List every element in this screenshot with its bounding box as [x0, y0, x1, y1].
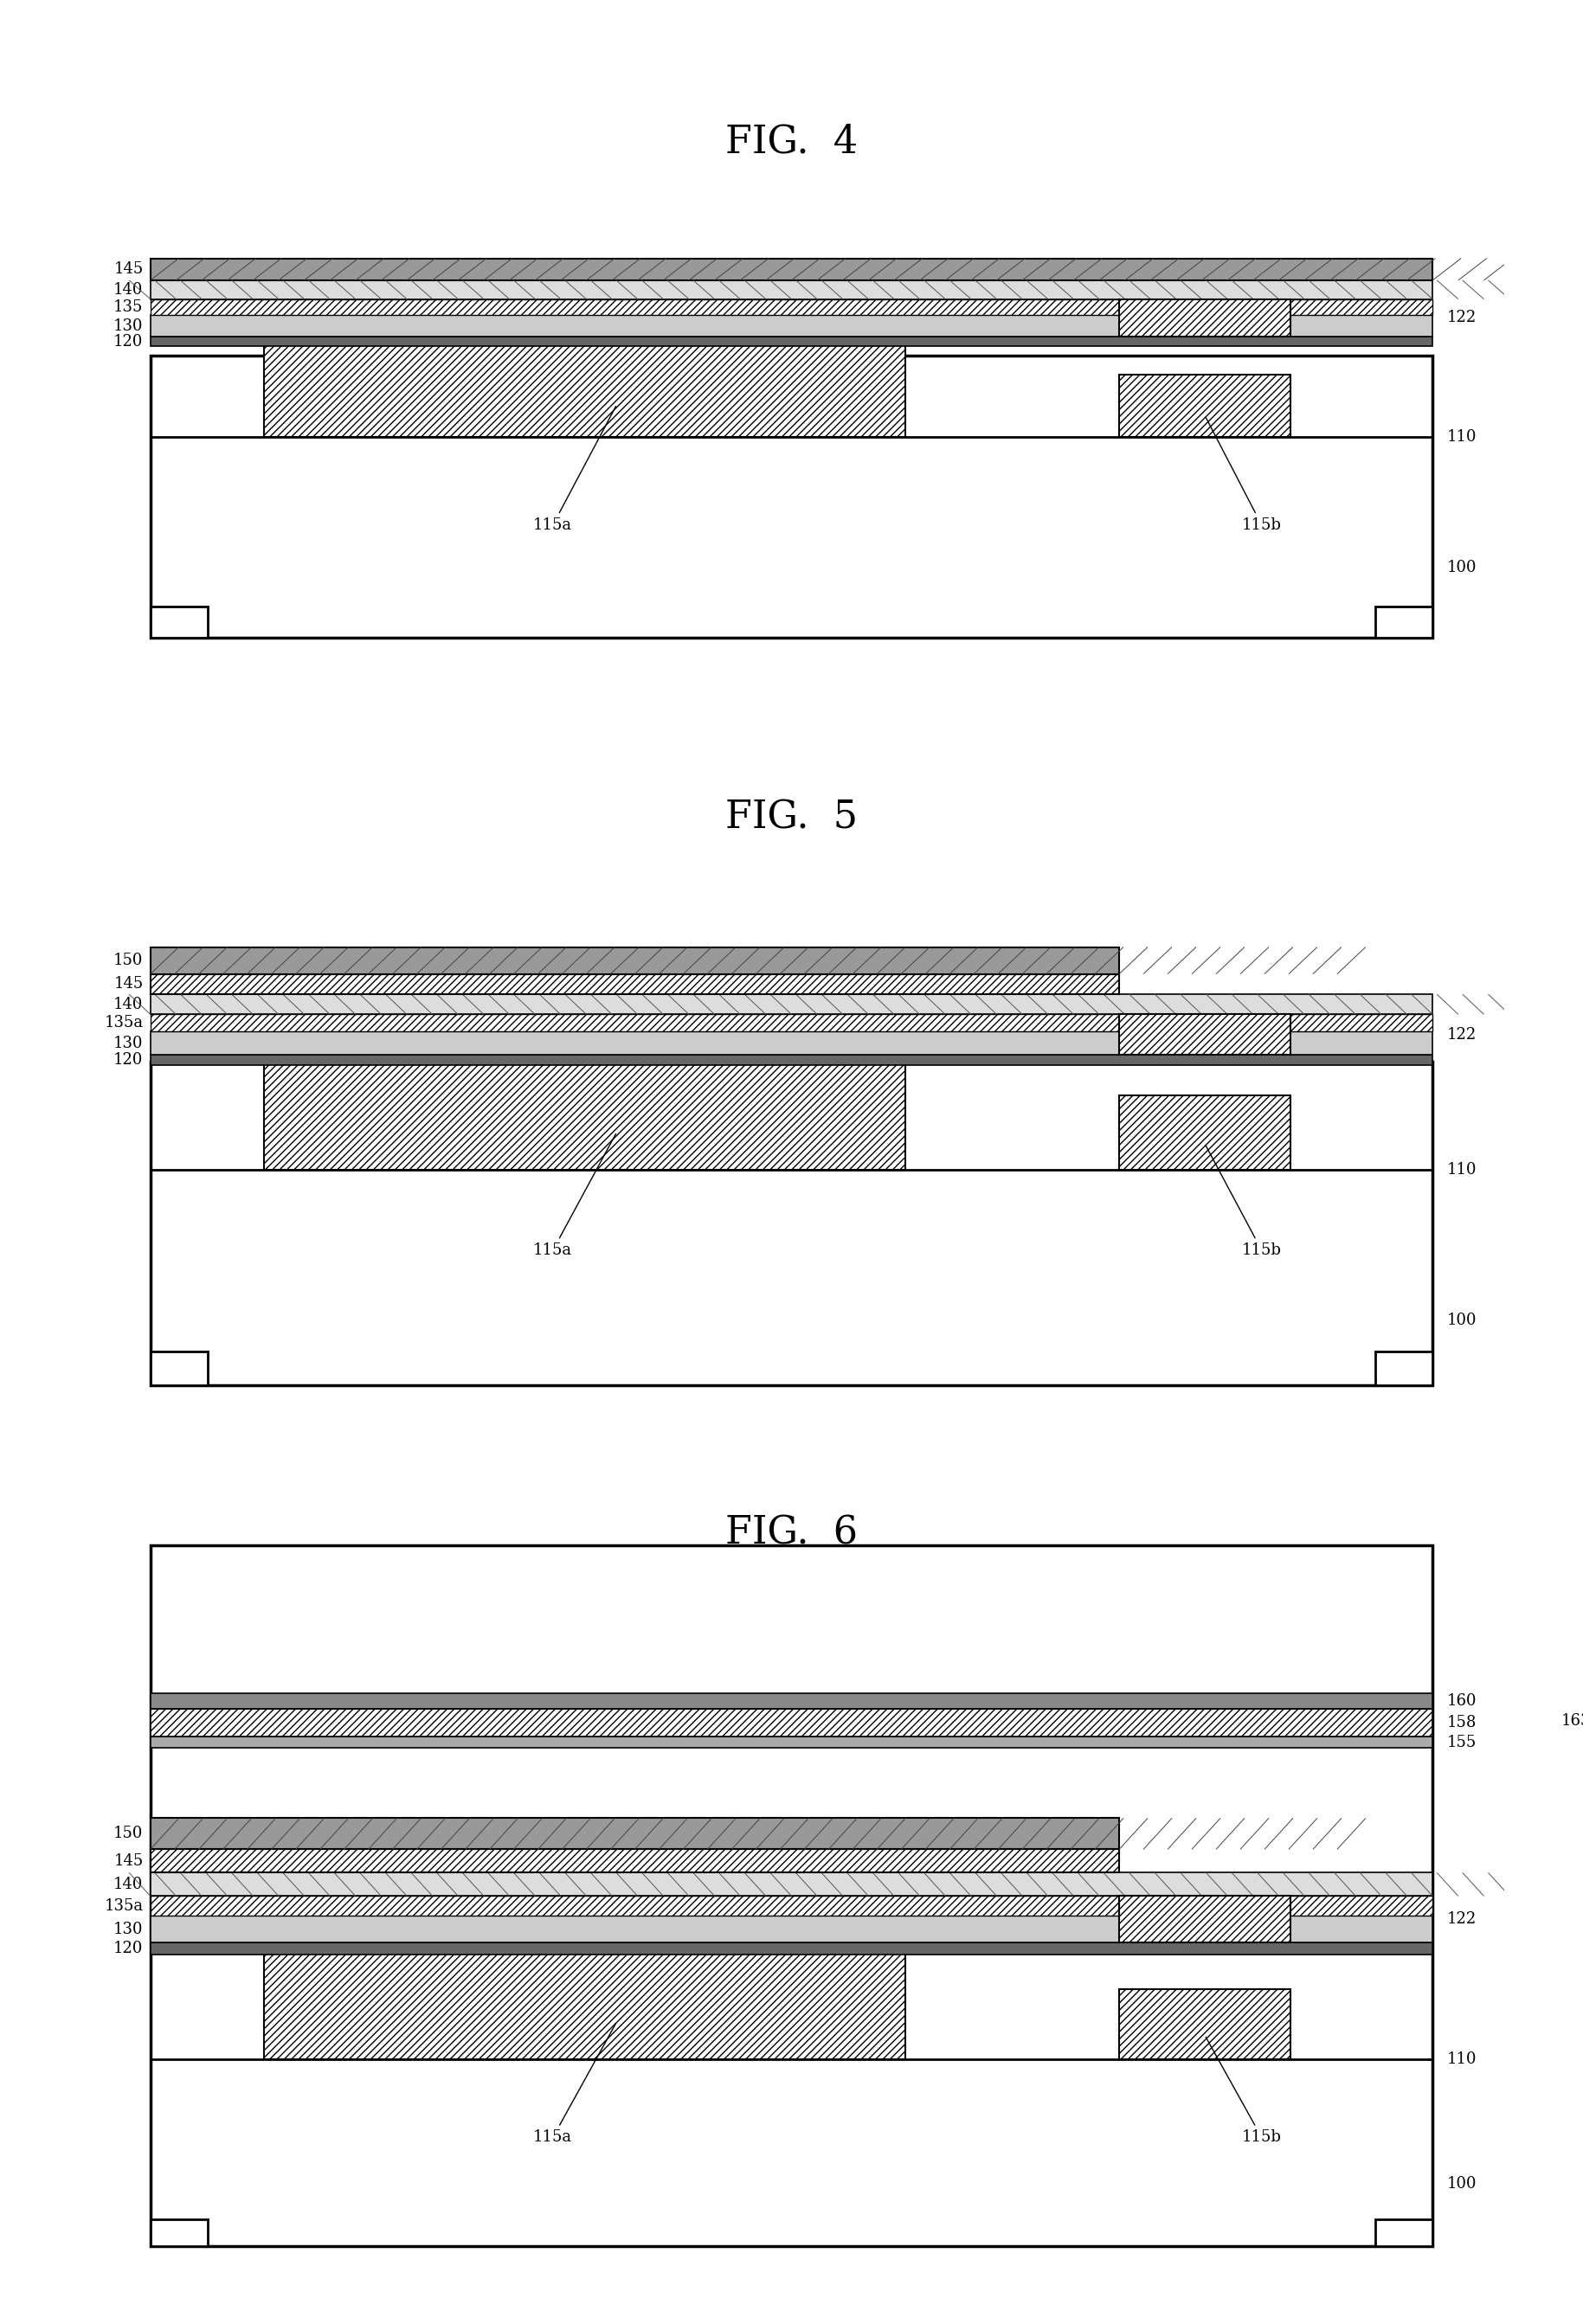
Text: 115b: 115b: [1206, 2038, 1282, 2145]
Bar: [150, 948, 1119, 974]
Bar: [264, 344, 905, 437]
Text: 122: 122: [1447, 1913, 1477, 1927]
Text: 122: 122: [1447, 309, 1477, 325]
Text: 120: 120: [114, 1941, 144, 1957]
Text: 135: 135: [114, 300, 144, 314]
Text: 140: 140: [114, 281, 144, 297]
Text: 163: 163: [1561, 1713, 1583, 1729]
Bar: [1119, 1013, 1290, 1055]
Bar: [150, 356, 1433, 637]
Text: FIG.  4: FIG. 4: [725, 123, 858, 160]
Bar: [150, 300, 1433, 314]
Bar: [150, 1694, 1433, 1708]
Text: 100: 100: [1447, 2175, 1477, 2192]
Bar: [150, 2219, 207, 2247]
Bar: [1119, 1095, 1290, 1169]
Bar: [1376, 607, 1433, 637]
Text: 115b: 115b: [1206, 1146, 1282, 1257]
Text: 135a: 135a: [104, 1899, 144, 1913]
Bar: [150, 337, 1433, 346]
Bar: [150, 1062, 1433, 1385]
Bar: [150, 1817, 1119, 1850]
Text: 130: 130: [114, 1922, 144, 1936]
Text: 100: 100: [1447, 1313, 1477, 1329]
Text: 110: 110: [1447, 2052, 1477, 2068]
Bar: [150, 281, 1433, 300]
Text: 145: 145: [114, 263, 144, 277]
Bar: [1376, 1353, 1433, 1385]
Bar: [150, 1915, 1433, 1943]
Bar: [150, 1708, 1433, 1736]
Bar: [150, 1055, 1433, 1064]
Text: 130: 130: [114, 1034, 144, 1050]
Text: 145: 145: [114, 976, 144, 992]
Text: 150: 150: [114, 953, 144, 969]
Text: FIG.  6: FIG. 6: [725, 1515, 858, 1552]
Bar: [1119, 1989, 1290, 2059]
Text: 135a: 135a: [104, 1016, 144, 1030]
Text: 130: 130: [114, 318, 144, 335]
Text: 140: 140: [114, 997, 144, 1013]
Text: FIG.  5: FIG. 5: [725, 799, 858, 837]
Bar: [1119, 374, 1290, 437]
Bar: [150, 1032, 1433, 1055]
Text: 158: 158: [1447, 1715, 1477, 1731]
Text: 120: 120: [114, 335, 144, 349]
Text: 115a: 115a: [533, 2024, 616, 2145]
Text: 100: 100: [1447, 560, 1477, 574]
Bar: [150, 1873, 1433, 1896]
Text: 160: 160: [1447, 1694, 1477, 1708]
Bar: [150, 974, 1119, 995]
Bar: [264, 1950, 905, 2059]
Text: 110: 110: [1447, 1162, 1477, 1178]
Bar: [1119, 300, 1290, 337]
Text: 110: 110: [1447, 430, 1477, 444]
Bar: [150, 1353, 207, 1385]
Bar: [150, 995, 1433, 1013]
Bar: [1119, 1896, 1290, 1943]
Bar: [150, 1736, 1433, 1748]
Bar: [150, 1943, 1433, 1954]
Bar: [1376, 2219, 1433, 2247]
Bar: [150, 1013, 1433, 1032]
Bar: [264, 1062, 905, 1169]
Text: 140: 140: [114, 1875, 144, 1892]
Bar: [150, 1850, 1119, 1873]
Bar: [150, 1896, 1433, 1915]
Bar: [150, 607, 207, 637]
Text: 122: 122: [1447, 1027, 1477, 1043]
Text: 145: 145: [114, 1852, 144, 1868]
Text: 115b: 115b: [1206, 418, 1282, 532]
Text: 120: 120: [114, 1053, 144, 1067]
Text: 115a: 115a: [533, 1134, 616, 1257]
Bar: [150, 258, 1433, 281]
Bar: [150, 314, 1433, 337]
Text: 115a: 115a: [533, 407, 616, 532]
Text: 150: 150: [114, 1827, 144, 1841]
Text: 155: 155: [1447, 1734, 1477, 1750]
